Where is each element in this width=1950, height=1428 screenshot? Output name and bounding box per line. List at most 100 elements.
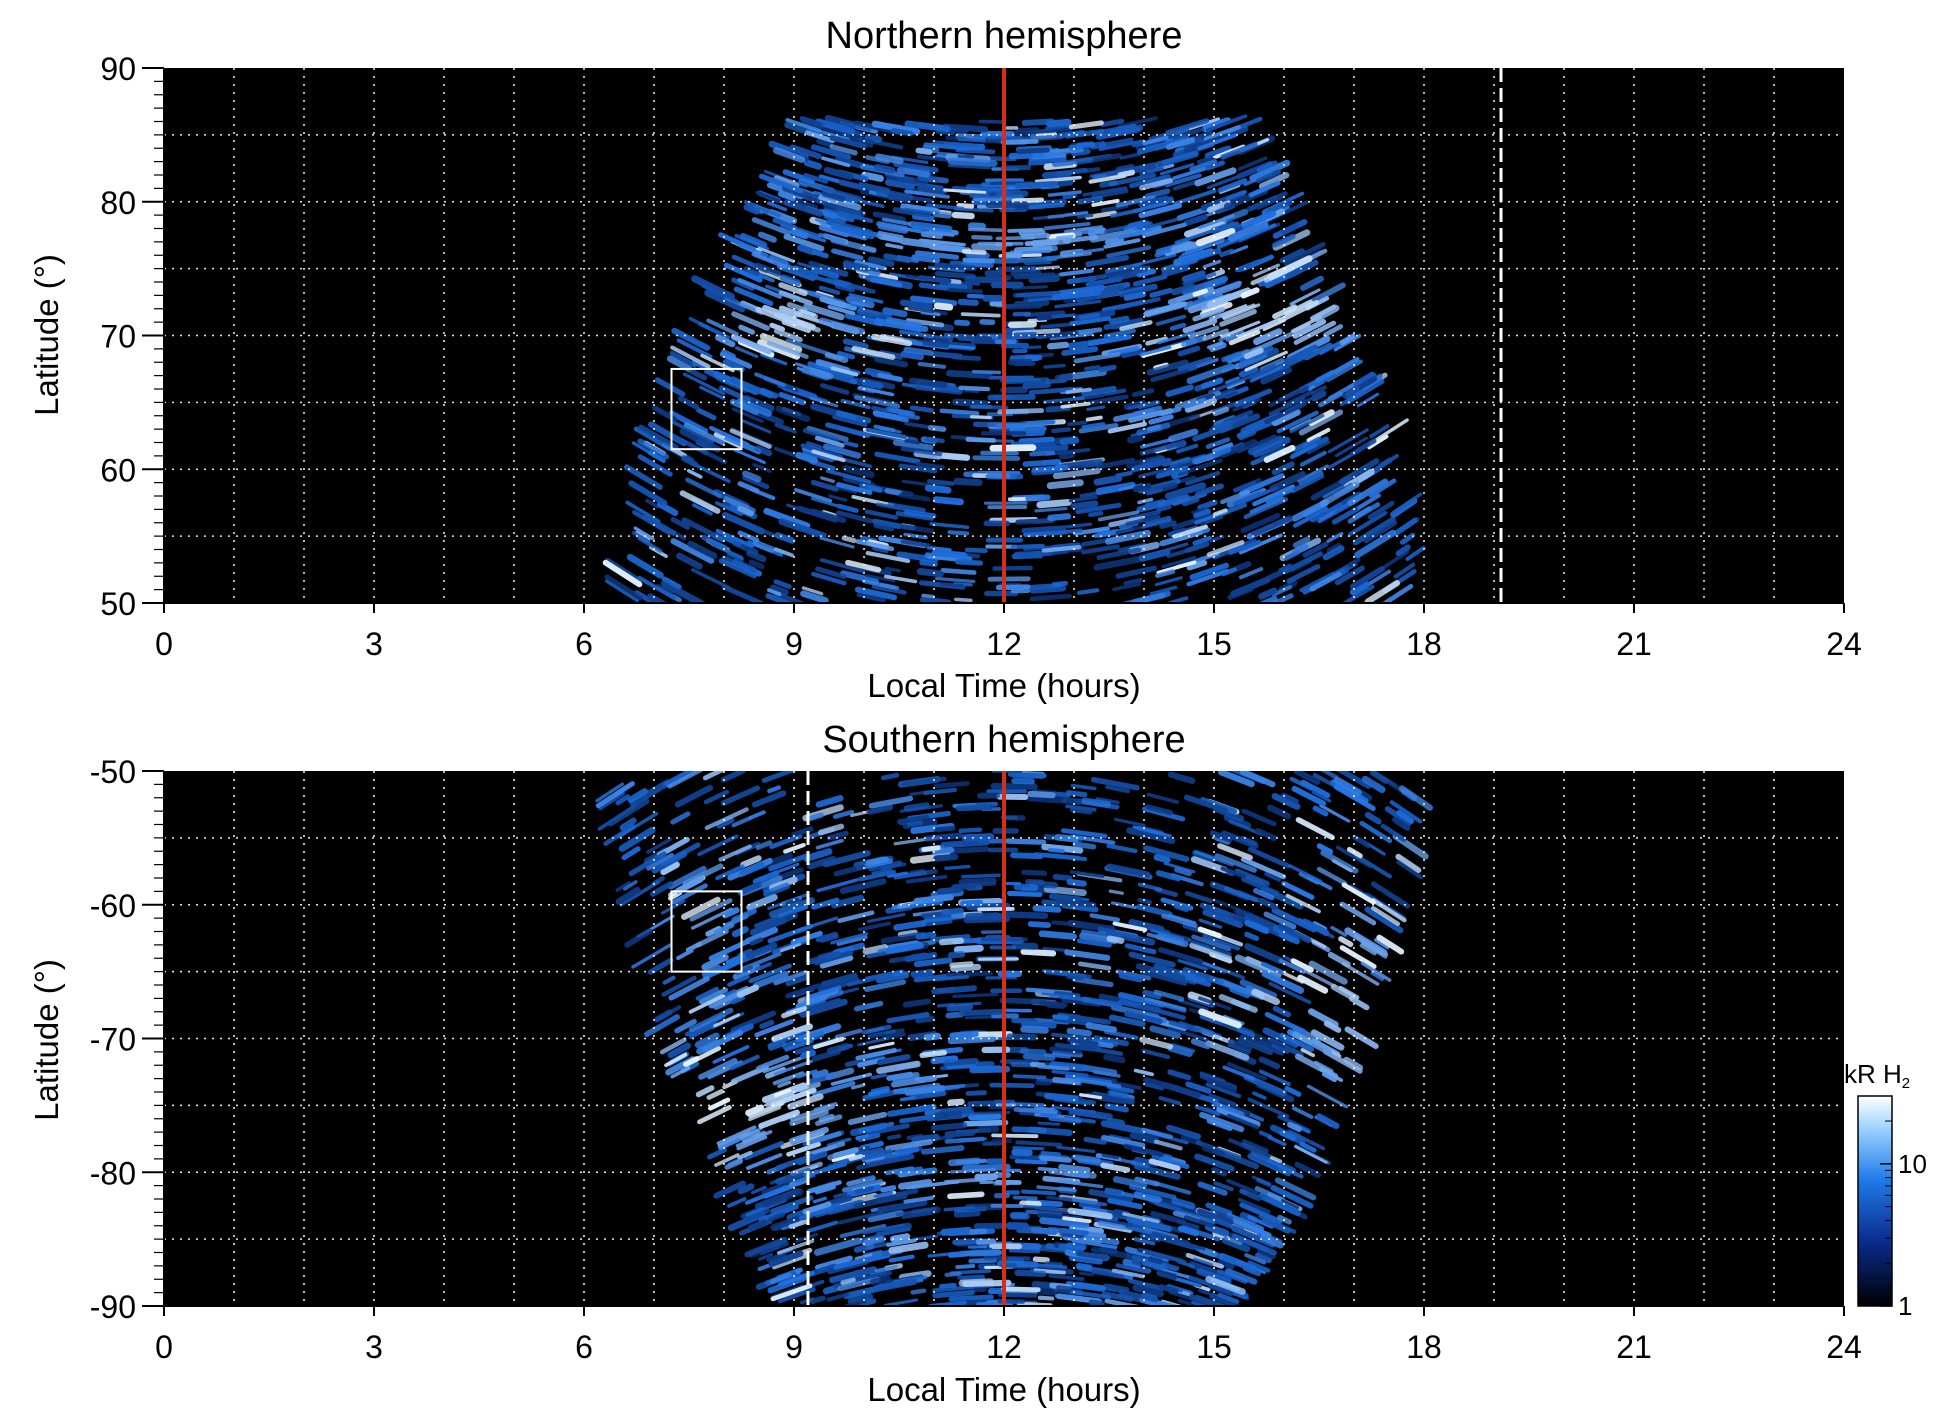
heatmap-streak	[861, 1177, 873, 1180]
heatmap-streak	[1103, 1249, 1115, 1251]
panel-south-title: Southern hemisphere	[822, 719, 1185, 761]
heatmap-streak	[1034, 1230, 1057, 1232]
heatmap-streak	[1068, 793, 1085, 795]
heatmap-streak	[1159, 507, 1170, 510]
heatmap-streak	[977, 1226, 1002, 1227]
heatmap-streak	[1024, 952, 1054, 954]
heatmap-streak	[1053, 429, 1069, 431]
heatmap-streak	[1108, 1191, 1122, 1194]
heatmap-streak	[990, 397, 1033, 398]
x-tick-label: 6	[575, 626, 593, 662]
heatmap-streak	[944, 842, 987, 845]
heatmap-streak	[963, 875, 999, 876]
heatmap-streak	[950, 1102, 961, 1103]
heatmap-streak	[1050, 850, 1063, 851]
heatmap-streak	[1040, 502, 1069, 504]
heatmap-streak	[1050, 516, 1068, 518]
heatmap-streak	[1024, 528, 1063, 531]
heatmap-streak	[1015, 1076, 1045, 1077]
heatmap-streak	[906, 350, 931, 354]
heatmap-streak	[1045, 366, 1064, 368]
heatmap-streak	[1052, 897, 1079, 900]
x-tick-label: 0	[155, 1329, 173, 1365]
heatmap-streak	[935, 553, 964, 556]
x-tick-label: 15	[1196, 626, 1232, 662]
heatmap-streak	[951, 161, 994, 163]
heatmap-streak	[741, 1187, 751, 1192]
x-tick-label: 15	[1196, 1329, 1232, 1365]
x-tick-label: 18	[1406, 626, 1442, 662]
x-tick-label: 12	[986, 1329, 1022, 1365]
heatmap-streak	[961, 830, 981, 831]
heatmap-streak	[1061, 1167, 1088, 1170]
heatmap-streak	[1136, 486, 1149, 489]
heatmap-streak	[1058, 377, 1070, 378]
heatmap-streak	[925, 343, 947, 346]
heatmap-streak	[947, 1061, 976, 1063]
heatmap-streak	[871, 260, 891, 264]
heatmap-streak	[843, 1280, 854, 1283]
heatmap-streak	[1042, 1158, 1069, 1160]
heatmap-streak	[1097, 478, 1119, 482]
heatmap-streak	[904, 354, 921, 357]
heatmap-streak	[807, 163, 818, 167]
heatmap-streak	[1107, 1106, 1126, 1110]
heatmap-streak	[1031, 924, 1048, 925]
heatmap-streak	[1045, 257, 1057, 258]
heatmap-streak	[957, 1161, 985, 1163]
heatmap-streak	[963, 314, 999, 316]
heatmap-streak	[857, 1246, 872, 1249]
heatmap-streak	[1047, 1096, 1075, 1099]
heatmap-streak	[1018, 520, 1053, 522]
heatmap-streak	[1047, 150, 1081, 153]
heatmap-streak	[1013, 546, 1043, 547]
y-tick-label: 90	[100, 51, 136, 87]
heatmap-streak	[1014, 1129, 1043, 1130]
heatmap-streak	[957, 1213, 978, 1214]
colorbar-gradient	[1858, 1096, 1892, 1306]
heatmap-streak	[949, 973, 991, 975]
heatmap-streak	[951, 1297, 991, 1299]
heatmap-streak	[957, 481, 979, 482]
heatmap-streak	[1004, 1289, 1039, 1290]
heatmap-streak	[927, 1036, 938, 1037]
heatmap-streak	[938, 274, 974, 277]
heatmap-streak	[948, 1015, 961, 1016]
heatmap-streak	[928, 548, 950, 550]
heatmap-streak	[1050, 345, 1066, 346]
heatmap-streak	[907, 512, 934, 516]
heatmap-streak	[1025, 462, 1058, 464]
heatmap-streak	[1089, 1026, 1114, 1030]
heatmap-streak	[1348, 389, 1357, 394]
y-tick-label: 80	[100, 185, 136, 221]
heatmap-streak	[918, 464, 943, 467]
heatmap-streak	[883, 1188, 894, 1190]
heatmap-streak	[1010, 1037, 1034, 1038]
heatmap-streak	[918, 151, 929, 153]
heatmap-streak	[1079, 215, 1092, 217]
heatmap-streak	[968, 255, 987, 256]
heatmap-streak	[1151, 1259, 1161, 1261]
heatmap-streak	[945, 1208, 973, 1210]
heatmap-streak	[1013, 443, 1032, 444]
heatmap-streak	[887, 491, 899, 493]
heatmap-streak	[1024, 1024, 1054, 1026]
heatmap-streak	[937, 1114, 960, 1116]
y-axis-label-north: Latitude (°)	[28, 254, 65, 416]
heatmap-streak	[942, 941, 961, 943]
heatmap-streak	[1214, 1170, 1224, 1174]
heatmap-streak	[844, 538, 854, 541]
heatmap-streak	[914, 972, 932, 974]
heatmap-streak	[912, 224, 949, 229]
x-tick-label: 6	[575, 1329, 593, 1365]
x-axis-label-south: Local Time (hours)	[867, 1371, 1140, 1408]
heatmap-streak	[1075, 844, 1093, 847]
heatmap-streak	[921, 278, 949, 281]
heatmap-streak	[928, 439, 943, 441]
heatmap-streak	[800, 248, 812, 252]
heatmap-streak	[1018, 293, 1057, 295]
